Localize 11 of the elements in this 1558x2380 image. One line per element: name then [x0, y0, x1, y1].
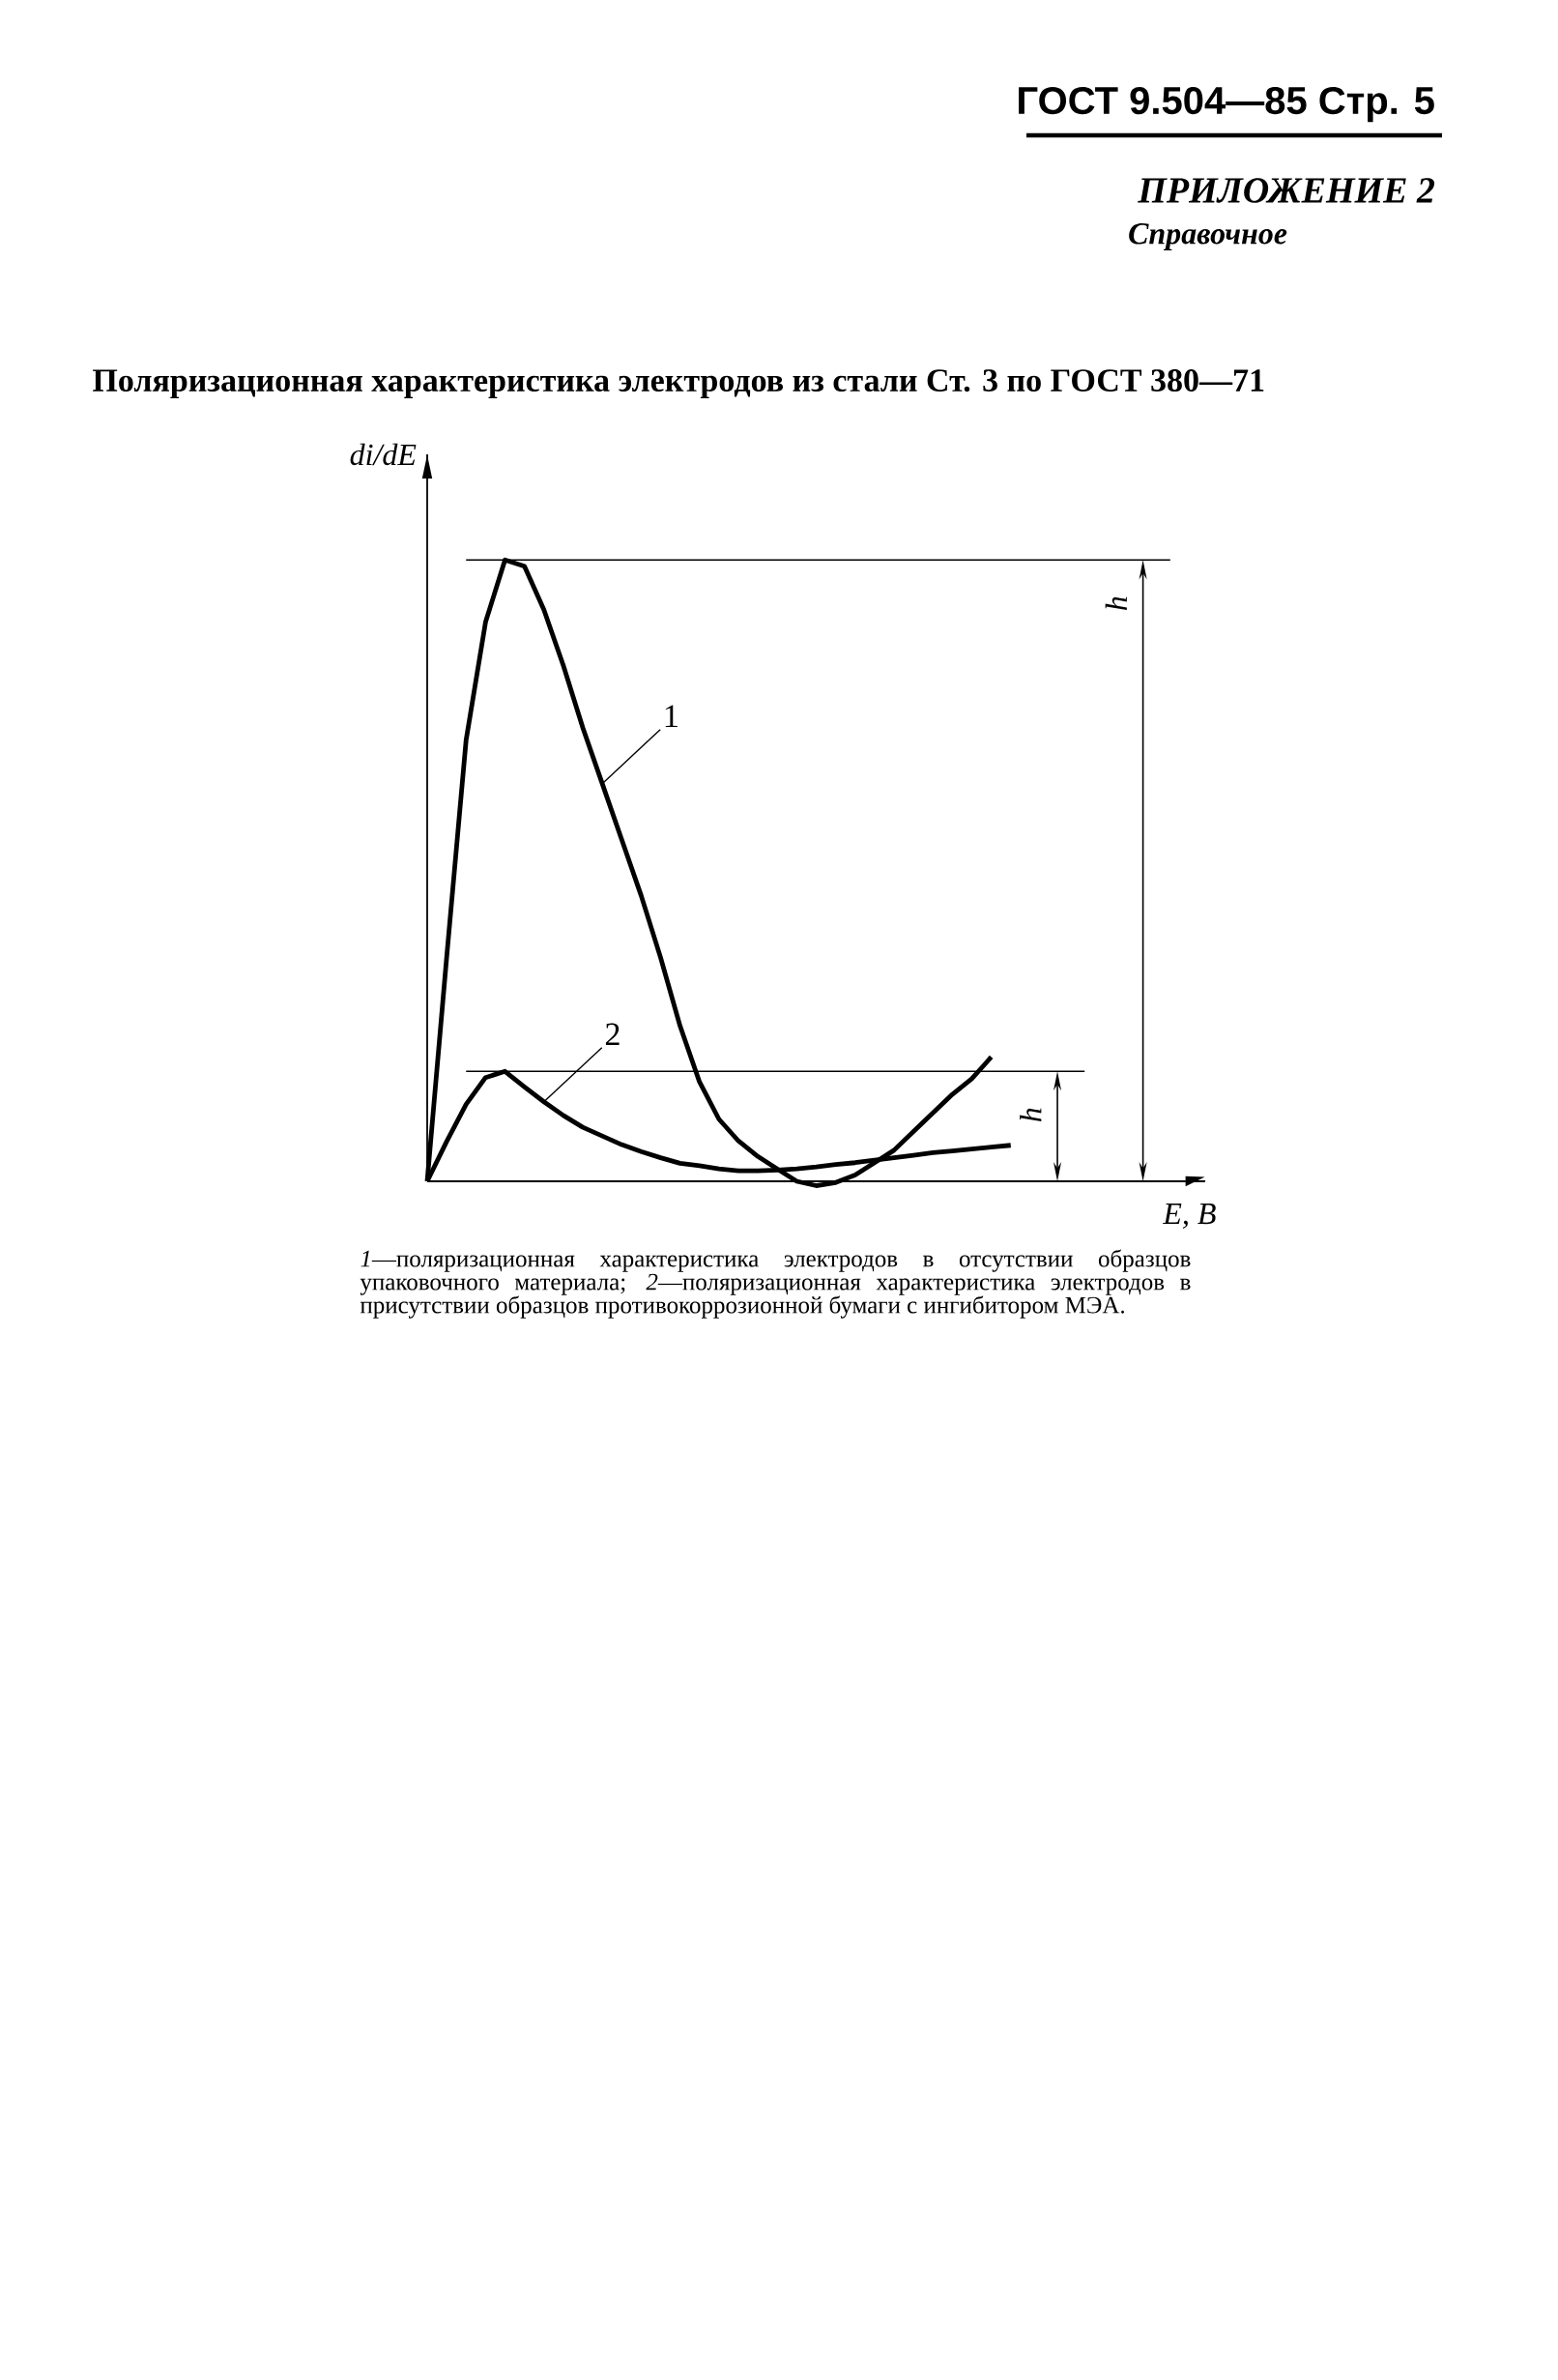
annotation: 2 [605, 1023, 620, 1046]
x-axis-title: E, B [1162, 1204, 1216, 1229]
chart-title: Поляризационная характеристика электродов из стали Ст. 3 по ГОСТ 380—71 [93, 369, 1264, 398]
text: Справочное [1129, 223, 1287, 250]
text: 1—поляризационная характеристика электродов в отсутствии образцов упаковочного материала; 2—поляризационная характеристика электродов в присутствии образцов противокоррозионной бумаги с ингибитором МЭА. [360, 1249, 1191, 1319]
text: ГОСТ 9.504—85 Стр. 5 [1019, 86, 1434, 123]
legend-label: h [1020, 1108, 1042, 1122]
y-axis-title: di/dE [350, 443, 417, 466]
annotation: 1 [665, 705, 678, 727]
legend-label: h [1105, 596, 1127, 611]
text: ПРИЛОЖЕНИЕ 2 [1138, 178, 1435, 203]
